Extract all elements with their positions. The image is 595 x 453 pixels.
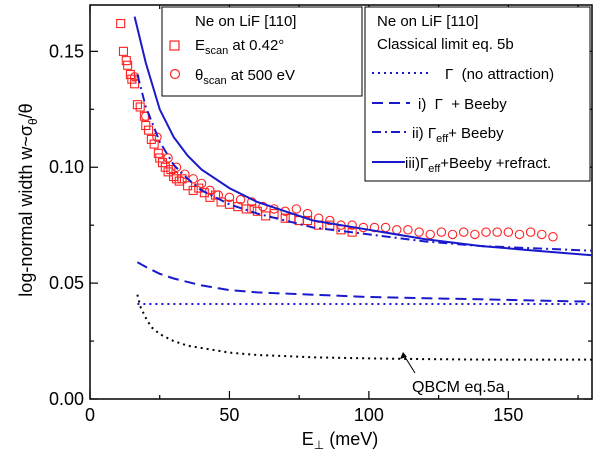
x-tick-label: 150 — [493, 405, 523, 425]
data-point-square — [247, 204, 257, 214]
legend-model: Ne on LiF [110] Classical limit eq. 5b Γ… — [364, 6, 591, 182]
series-line — [136, 294, 592, 361]
data-point-square — [132, 100, 142, 110]
data-point-circle — [492, 227, 502, 237]
series-e-scan-at-0-42- — [116, 18, 357, 237]
series-qbcm-eq-5a — [136, 294, 592, 361]
annotation-arrow-head — [400, 352, 407, 359]
data-point-circle — [447, 229, 458, 240]
legend-model-subtitle: Classical limit eq. 5b — [377, 36, 514, 53]
data-point-circle — [525, 227, 536, 237]
data-point-square — [171, 174, 182, 184]
legend-marker-circle — [169, 68, 181, 80]
data-point-circle — [235, 194, 246, 205]
data-point-circle — [537, 229, 547, 240]
legend-model-title: Ne on LiF [110] — [377, 13, 478, 30]
axis-tick-labels: 0 50 100 150 0.00 0.05 0.10 0.15 — [49, 41, 523, 425]
data-point-square — [205, 192, 215, 202]
data-point-circle — [224, 192, 235, 203]
series-iii-eff-beeby-refract- — [133, 16, 592, 257]
data-point-circle — [171, 162, 182, 172]
data-point-square — [261, 211, 271, 221]
x-tick-label: 100 — [354, 405, 384, 425]
legend-marker-square — [169, 40, 180, 51]
legend-data: Ne on LiF [110] Escan at 0.42° θscan at … — [161, 6, 363, 97]
data-point-square — [163, 167, 173, 177]
data-point-square — [144, 125, 154, 135]
y-tick-label: 0.05 — [49, 273, 84, 293]
data-point-square — [146, 134, 156, 144]
data-point-square — [241, 204, 251, 214]
annotation-arrow-line — [404, 356, 416, 374]
y-axis-title: log-normal width w~σθ/θ — [16, 103, 40, 296]
data-point-square — [157, 158, 168, 168]
legend-entry-iii: iii)Γeff+Beeby +refract. — [405, 155, 551, 175]
data-point-circle — [325, 215, 335, 226]
qbcm-annotation: QBCM eq.5a — [400, 352, 505, 396]
legend-entry-thetascan: θscan at 500 eV — [195, 67, 295, 87]
data-point-square — [118, 46, 129, 56]
data-point-circle — [470, 229, 480, 240]
data-point-circle — [196, 178, 207, 189]
series-layer — [116, 16, 592, 361]
plot-frame — [89, 4, 593, 400]
data-point-circle — [347, 220, 357, 230]
legend-model-box — [364, 6, 591, 182]
data-point-circle — [458, 227, 469, 237]
data-point-circle — [380, 222, 391, 233]
data-point-square — [135, 102, 145, 112]
data-point-square — [121, 56, 131, 66]
data-point-circle — [280, 206, 290, 217]
data-point-square — [141, 120, 151, 131]
series-line — [136, 261, 592, 303]
data-point-circle — [163, 153, 173, 163]
data-point-square — [177, 174, 187, 184]
data-point-square — [127, 74, 137, 84]
legend-entry-gamma: Γ (no attraction) — [445, 66, 554, 83]
data-point-square — [199, 188, 209, 198]
data-point-square — [153, 148, 163, 158]
data-point-circle — [503, 227, 514, 237]
data-point-square — [188, 185, 198, 195]
data-point-square — [280, 213, 290, 223]
data-point-square — [174, 176, 184, 186]
y-tick-label: 0.15 — [49, 41, 84, 61]
data-point-square — [194, 183, 204, 193]
data-point-circle — [205, 185, 215, 196]
x-tick-label: 50 — [219, 405, 239, 425]
legend-data-title: Ne on LiF [110] — [195, 13, 296, 30]
data-point-circle — [403, 225, 413, 235]
legend-entry-escan: Escan at 0.42° — [195, 37, 284, 57]
y-tick-label: 0.00 — [49, 389, 84, 409]
data-point-square — [123, 60, 133, 70]
data-point-circle — [258, 201, 268, 212]
series-i-beeby — [136, 261, 592, 303]
data-point-circle — [414, 227, 424, 237]
data-point-square — [160, 162, 170, 172]
x-axis-title: E⊥ (meV) — [302, 429, 378, 452]
data-point-square — [183, 181, 193, 191]
data-point-circle — [481, 227, 491, 237]
data-point-square — [116, 18, 126, 29]
data-point-circle — [291, 204, 302, 214]
data-point-circle — [392, 225, 402, 235]
legend-entry-ii: ii) Γeff+ Beeby — [412, 125, 504, 145]
data-point-square — [166, 165, 176, 175]
data-point-circle — [425, 229, 435, 240]
annotation-text: QBCM eq.5a — [412, 379, 505, 396]
legend-data-box — [161, 6, 363, 97]
data-point-circle — [548, 232, 558, 242]
data-point-circle — [436, 227, 447, 237]
data-point-circle — [180, 169, 190, 179]
x-tick-label: 0 — [85, 405, 95, 425]
series-line — [133, 16, 592, 257]
data-point-square — [130, 79, 140, 89]
data-point-circle — [514, 229, 525, 240]
y-tick-label: 0.10 — [49, 157, 84, 177]
legend-entry-i: i) Γ + Beeby — [418, 96, 507, 113]
